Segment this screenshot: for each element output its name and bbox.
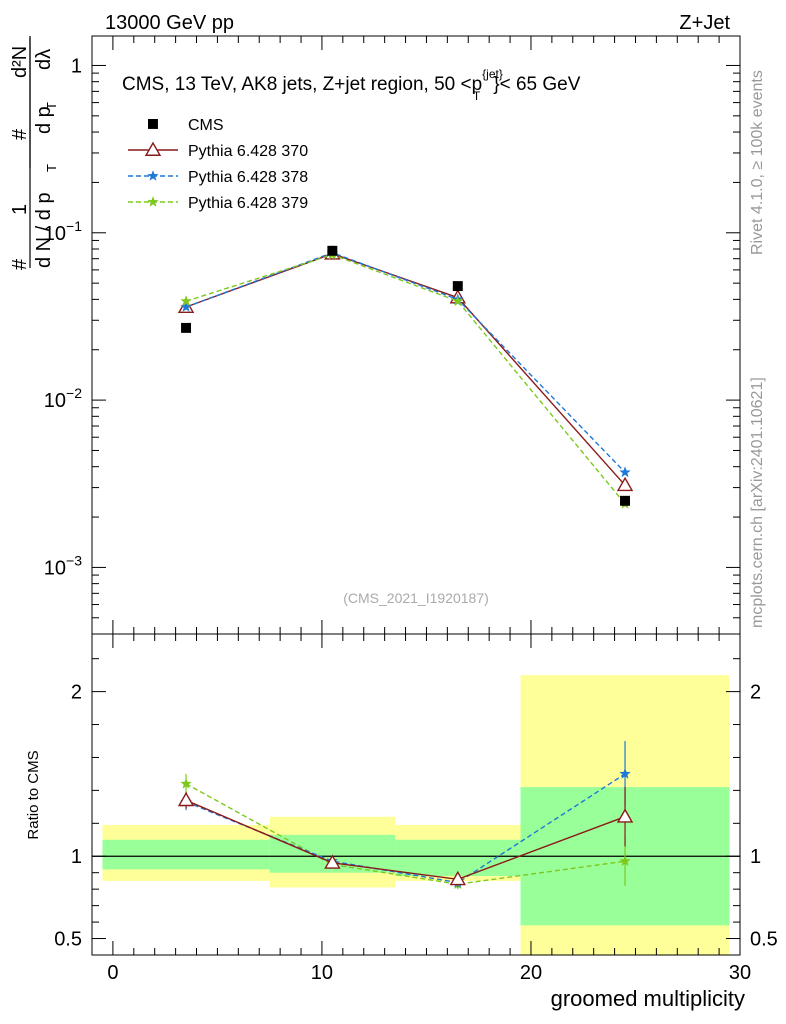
main-point-cms <box>620 495 630 506</box>
main-ytick-label: 10−3 <box>44 552 82 579</box>
main-ylabel: # 1 d N / d p T # d²N d p T dλ <box>9 36 59 270</box>
main-point-cms <box>452 281 463 292</box>
ratio-ytick-label-right: 1 <box>750 846 761 868</box>
xtick-label: 20 <box>520 962 542 984</box>
legend-marker-p370 <box>144 141 162 156</box>
svg-text:T: T <box>44 164 59 172</box>
svg-text:#: # <box>9 258 31 270</box>
ratio-ytick-label-right: 0.5 <box>750 929 778 951</box>
main-ytick-label: 10−2 <box>44 385 82 412</box>
main-point-p379 <box>452 295 464 306</box>
ratio-point-p370 <box>616 808 634 823</box>
main-panel: 1 10−1 10−2 10−3 CMS, 13 TeV, AK8 jets, Z+j… <box>44 35 741 635</box>
mcplots-label: mcplots.cern.ch [arXiv:2401.10621] <box>749 377 766 628</box>
xtick-label: 0 <box>107 962 118 984</box>
header-right: Z+Jet <box>679 12 730 34</box>
svg-text:T: T <box>44 102 59 110</box>
svg-text:#: # <box>9 128 31 140</box>
xtick-label: 30 <box>729 962 751 984</box>
main-point-p378 <box>619 466 631 478</box>
ratio-point-p370 <box>324 854 341 869</box>
svg-text:d N / d p: d N / d p <box>33 192 55 268</box>
chart-title: CMS, 13 TeV, AK8 jets, Z+jet region, 50 … <box>122 67 581 103</box>
ratio-point-p370 <box>177 791 195 807</box>
analysis-label: (CMS_2021_I1920187) <box>343 590 489 606</box>
ratio-point-p379 <box>180 777 192 789</box>
legend-marker-p379 <box>147 196 159 207</box>
ratio-ylabel: Ratio to CMS <box>25 750 42 839</box>
ratio-frame <box>91 633 741 956</box>
x-axis-label: groomed multiplicity <box>551 986 745 1011</box>
main-line-p379 <box>185 253 626 505</box>
ratio-band-inner <box>102 839 270 870</box>
rivet-label: Rivet 4.1.0, ≥ 100k events <box>749 70 766 255</box>
ratio-line-p378 <box>185 773 626 884</box>
main-point-p379 <box>180 295 192 306</box>
ratio-point-p370 <box>449 870 467 886</box>
main-ytick-label: 10−1 <box>44 218 82 245</box>
main-point-cms <box>181 322 192 333</box>
ratio-ytick-label: 0.5 <box>54 929 82 951</box>
ratio-band-inner <box>395 839 521 876</box>
ratio-point-p378 <box>619 768 631 779</box>
legend: CMS Pythia 6.428 370 Pythia 6.428 378 Pythi… <box>128 117 308 212</box>
svg-text:dλ: dλ <box>33 49 55 70</box>
ratio-point-p379 <box>619 855 631 866</box>
ratio-line-p379 <box>185 783 626 885</box>
ratio-ytick-label: 2 <box>71 682 82 704</box>
ratio-line-p370 <box>185 799 626 881</box>
legend-marker-p378 <box>147 170 159 181</box>
legend-label-cms: CMS <box>188 117 224 134</box>
svg-text:1: 1 <box>9 204 31 215</box>
ratio-panel: 2 2 1 1 0.5 0.5 0 10 20 30 <box>54 633 778 984</box>
legend-label-p379: Pythia 6.428 379 <box>188 195 308 212</box>
header-left: 13000 GeV pp <box>105 12 234 34</box>
xtick-label: 10 <box>311 962 333 984</box>
legend-label-p370: Pythia 6.428 370 <box>188 143 308 160</box>
main-point-p378 <box>180 301 192 312</box>
legend-marker-cms <box>148 119 158 129</box>
main-ytick-label: 1 <box>71 55 82 77</box>
legend-label-p378: Pythia 6.428 378 <box>188 169 308 186</box>
ratio-ytick-label-right: 2 <box>750 682 761 704</box>
main-point-cms <box>327 245 338 256</box>
svg-text:d²N: d²N <box>9 46 31 78</box>
main-line-p370 <box>185 252 626 486</box>
main-line-p378 <box>185 251 626 473</box>
main-point-p370 <box>616 476 634 492</box>
ratio-ytick-label: 1 <box>71 846 82 868</box>
svg-text:d p: d p <box>33 106 55 134</box>
